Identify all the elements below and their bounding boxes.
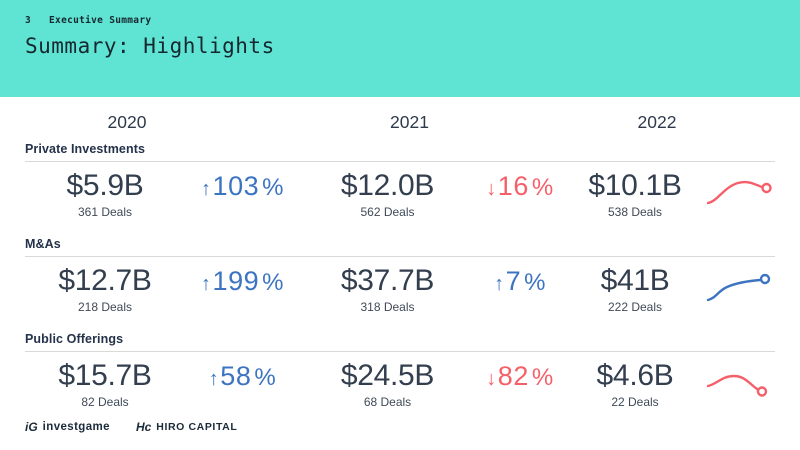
section-label: Private Investments	[25, 142, 146, 156]
deal-count: 562 Deals	[360, 205, 415, 219]
metric-2020: $5.9B 361 Deals	[25, 168, 185, 219]
metric-value: $41B	[600, 264, 670, 297]
up-arrow-icon: ↑	[201, 273, 212, 295]
divider	[25, 256, 775, 257]
investgame-logo-label: investgame	[42, 421, 110, 433]
pct-value: 7	[505, 266, 522, 296]
metric-2021: $37.7B 318 Deals	[300, 263, 475, 314]
table-row: $5.9B 361 Deals ↑103% $12.0B 562 Deals ↓…	[25, 162, 775, 228]
metric-value: $15.7B	[58, 359, 152, 392]
header-banner: 3 Executive Summary Summary: Highlights	[0, 0, 800, 97]
pct-change-2021-2022: ↑7%	[475, 263, 565, 302]
trend-sparkline-icon	[706, 180, 772, 205]
deal-count: 218 Deals	[77, 300, 133, 314]
metric-2020: $12.7B 218 Deals	[25, 263, 185, 314]
pct-change-2021-2022: ↓16%	[475, 168, 565, 207]
metric-2022: $41B 222 Deals	[565, 263, 705, 314]
metric-value: $4.6B	[596, 359, 674, 392]
trend-sparkline-icon	[706, 273, 771, 302]
sparkline-private-investments	[705, 168, 775, 210]
page-title: Summary: Highlights	[25, 34, 275, 58]
investgame-logo-mark-icon: iG	[25, 420, 38, 434]
up-arrow-icon: ↑	[494, 273, 505, 295]
divider	[25, 161, 775, 162]
percent-sign: %	[254, 364, 277, 391]
summary-table: 2020 2021 2022 Private Investments $5.9B…	[0, 112, 800, 418]
year-header-2021: 2021	[390, 112, 429, 132]
pct-value: 103	[212, 171, 260, 201]
up-arrow-icon: ↑	[208, 368, 220, 390]
metric-2021: $12.0B 562 Deals	[300, 168, 475, 219]
hiro-capital-logo-label: HIRO CAPITAL	[156, 421, 238, 433]
hiro-capital-logo-mark-icon: Hc	[135, 420, 152, 434]
page-number: 3	[25, 15, 32, 26]
percent-sign: %	[531, 174, 554, 201]
table-row: $15.7B 82 Deals ↑58% $24.5B 68 Deals ↓82…	[25, 352, 775, 418]
breadcrumb: 3 Executive Summary	[25, 15, 775, 26]
year-header-row: 2020 2021 2022	[25, 112, 775, 133]
metric-value: $12.0B	[340, 169, 435, 202]
deal-count: 538 Deals	[607, 205, 663, 219]
metric-value: $12.7B	[58, 264, 152, 297]
pct-value: 199	[212, 266, 260, 296]
sparkline-public-offerings	[705, 358, 775, 400]
metric-value: $5.9B	[66, 169, 144, 202]
pct-change-2020-2021: ↑58%	[185, 358, 300, 397]
metric-2022: $10.1B 538 Deals	[565, 168, 705, 219]
down-arrow-icon: ↓	[486, 368, 497, 390]
pct-change-2021-2022: ↓82%	[475, 358, 565, 397]
hiro-capital-logo: Hc HIRO CAPITAL	[136, 420, 237, 434]
pct-value: 82	[497, 361, 529, 391]
pct-value: 58	[220, 361, 252, 391]
trend-sparkline-icon	[706, 374, 768, 397]
percent-sign: %	[524, 269, 546, 296]
deal-count: 222 Deals	[607, 300, 663, 314]
percent-sign: %	[262, 269, 284, 296]
section-public-offerings: Public Offerings $15.7B 82 Deals ↑58% $2…	[25, 332, 775, 418]
deal-count: 22 Deals	[611, 395, 659, 409]
pct-change-2020-2021: ↑103%	[185, 168, 300, 207]
investgame-logo: iG investgame	[25, 420, 110, 434]
metric-2021: $24.5B 68 Deals	[300, 358, 475, 409]
footer-logos: iG investgame Hc HIRO CAPITAL	[25, 420, 237, 434]
eyebrow-label: Executive Summary	[49, 15, 152, 26]
table-row: $12.7B 218 Deals ↑199% $37.7B 318 Deals …	[25, 257, 775, 323]
section-mas: M&As $12.7B 218 Deals ↑199% $37.7B 318 D…	[25, 237, 775, 323]
metric-value: $37.7B	[340, 264, 435, 297]
deal-count: 318 Deals	[360, 300, 415, 314]
up-arrow-icon: ↑	[201, 178, 212, 200]
deal-count: 82 Deals	[81, 395, 129, 409]
divider	[25, 351, 775, 352]
metric-value: $24.5B	[340, 359, 435, 392]
down-arrow-icon: ↓	[486, 178, 497, 200]
section-private-investments: Private Investments $5.9B 361 Deals ↑103…	[25, 142, 775, 228]
percent-sign: %	[531, 364, 554, 391]
section-label: Public Offerings	[25, 332, 124, 346]
pct-value: 16	[497, 171, 529, 201]
year-header-2022: 2022	[637, 112, 677, 132]
deal-count: 68 Deals	[363, 395, 412, 409]
metric-value: $10.1B	[588, 169, 682, 202]
metric-2020: $15.7B 82 Deals	[25, 358, 185, 409]
deal-count: 361 Deals	[77, 205, 133, 219]
year-header-2020: 2020	[107, 112, 147, 132]
metric-2022: $4.6B 22 Deals	[565, 358, 705, 409]
sparkline-mas	[705, 263, 775, 305]
percent-sign: %	[262, 174, 284, 201]
section-label: M&As	[25, 237, 61, 251]
pct-change-2020-2021: ↑199%	[185, 263, 300, 302]
